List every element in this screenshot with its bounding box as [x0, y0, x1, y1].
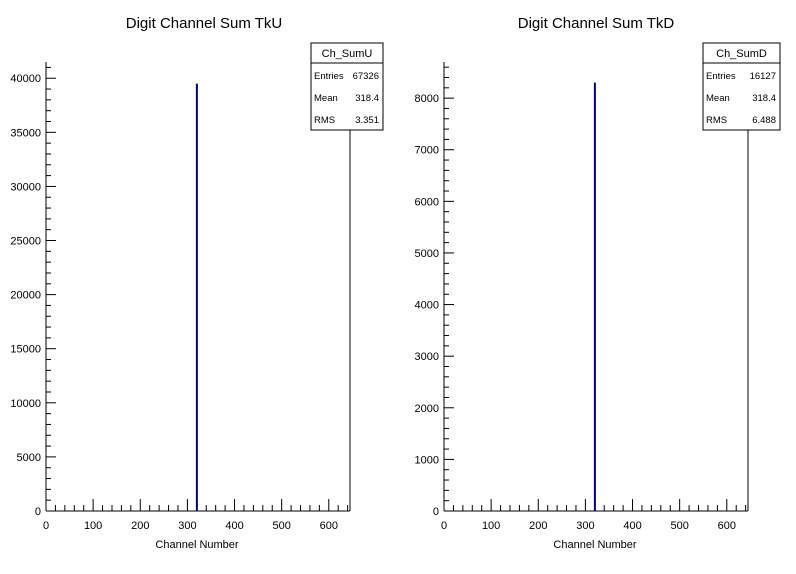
stats-box-frame	[702, 42, 781, 131]
x-tick-label: 400	[225, 520, 243, 532]
stats-label: RMS	[706, 115, 727, 126]
y-tick-label: 0	[35, 506, 41, 518]
y-tick-label: 25000	[10, 236, 41, 248]
stats-box: Ch_SumD Entries 16127 Mean 318.4 RMS 6.488	[702, 42, 781, 131]
stats-label: RMS	[314, 115, 335, 126]
y-tick-label: 5000	[17, 452, 41, 464]
histogram-bar	[593, 82, 596, 511]
stats-label: Mean	[706, 93, 730, 104]
x-tick-label: 200	[529, 520, 547, 532]
x-tick-label: 400	[623, 520, 641, 532]
y-tick-label: 20000	[10, 290, 41, 302]
x-tick-label: 500	[670, 520, 688, 532]
y-tick-label: 10000	[10, 398, 41, 410]
x-tick-label: 300	[178, 520, 196, 532]
stats-value: 3.351	[355, 115, 379, 126]
stats-name: Ch_SumU	[322, 48, 373, 60]
stats-box-frame	[310, 42, 384, 131]
y-tick-label: 30000	[10, 181, 41, 193]
pad-left: Digit Channel Sum TkU Channel Number 0 10…	[10, 15, 384, 551]
y-tick-label: 15000	[10, 344, 41, 356]
y-tick-label: 5000	[415, 248, 439, 260]
stats-label: Entries	[706, 71, 736, 82]
stats-name: Ch_SumD	[716, 48, 767, 60]
y-tick-label: 3000	[415, 351, 439, 363]
x-tick-label: 600	[718, 520, 736, 532]
x-tick-label: 500	[272, 520, 290, 532]
x-tick-label: 0	[43, 520, 49, 532]
x-axis-title: Channel Number	[155, 539, 238, 551]
y-tick-label: 1000	[415, 454, 439, 466]
y-tick-label: 0	[433, 506, 439, 518]
x-tick-label: 200	[131, 520, 149, 532]
stats-value: 16127	[750, 71, 776, 82]
y-tick-label: 8000	[415, 93, 439, 105]
x-tick-label: 600	[320, 520, 338, 532]
histogram-bar	[195, 83, 198, 512]
x-tick-label: 300	[576, 520, 594, 532]
stats-value: 6.488	[752, 115, 776, 126]
x-tick-label: 100	[482, 520, 500, 532]
chart-title: Digit Channel Sum TkD	[518, 15, 675, 32]
y-tick-label: 4000	[415, 300, 439, 312]
stats-value: 67326	[353, 71, 379, 82]
y-tick-label: 35000	[10, 127, 41, 139]
y-tick-label: 40000	[10, 73, 41, 85]
stats-value: 318.4	[355, 93, 379, 104]
stats-label: Entries	[314, 71, 344, 82]
x-tick-label: 100	[84, 520, 102, 532]
y-tick-label: 2000	[415, 403, 439, 415]
chart-title: Digit Channel Sum TkU	[126, 15, 282, 32]
plot-area: 0 100 200 300 400 500 600 0 5000 10000 15000 20000 2…	[10, 62, 351, 532]
y-tick-label: 6000	[415, 196, 439, 208]
stats-box: Ch_SumU Entries 67326 Mean 318.4 RMS 3.351	[310, 42, 384, 131]
pad-right: Digit Channel Sum TkD Channel Number 0 10…	[415, 15, 781, 551]
y-tick-label: 7000	[415, 145, 439, 157]
stats-value: 318.4	[752, 93, 776, 104]
x-axis-title: Channel Number	[553, 539, 636, 551]
plot-area: 0 100 200 300 400 500 600010002000300040005000…	[415, 62, 749, 532]
stats-label: Mean	[314, 93, 338, 104]
x-tick-label: 0	[441, 520, 447, 532]
